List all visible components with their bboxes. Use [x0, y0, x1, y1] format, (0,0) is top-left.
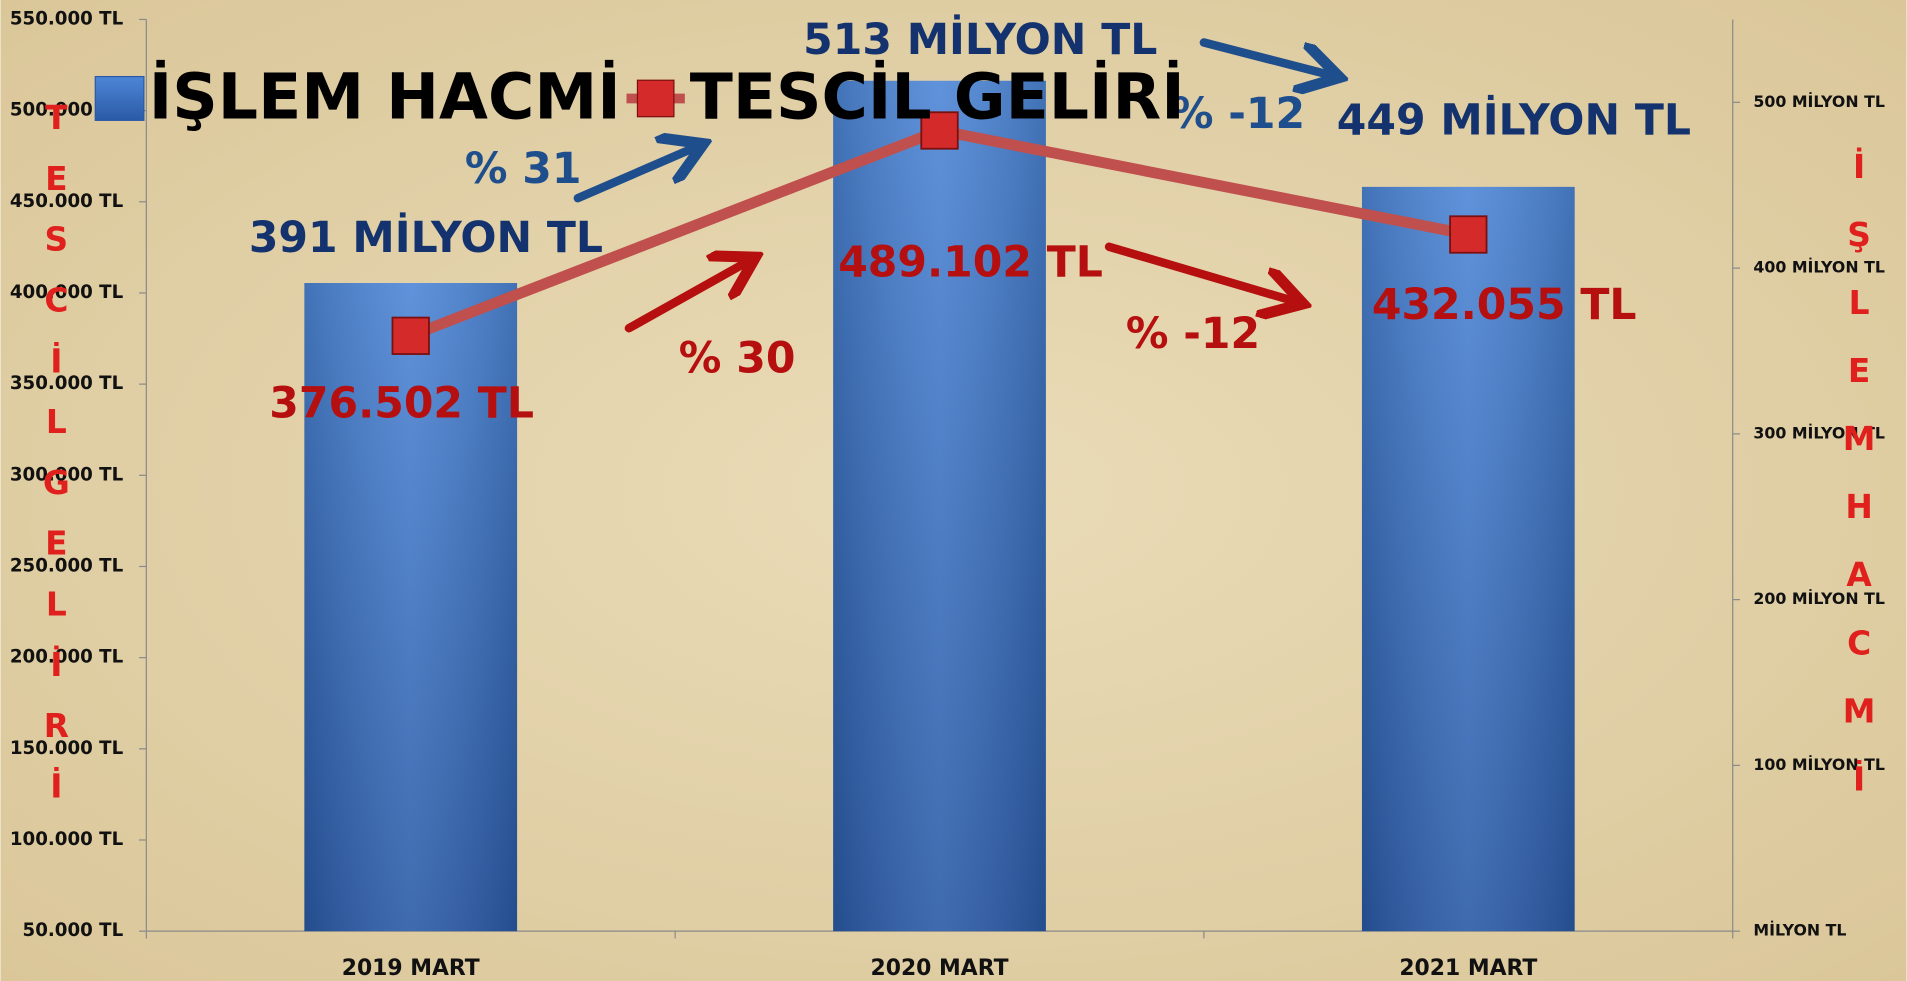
- y-tick-label: 350.000 TL: [10, 373, 124, 394]
- y-tick-label: 50.000 TL: [23, 920, 124, 941]
- y-tick-label: 550.000 TL: [10, 8, 124, 29]
- y-tick-label: 450.000 TL: [10, 191, 124, 212]
- y-tick-label: 400.000 TL: [10, 282, 124, 303]
- legend-swatch: [636, 79, 675, 118]
- data-label: 432.055 TL: [1372, 281, 1637, 330]
- x-tick-label: 2021 MART: [1399, 956, 1537, 981]
- y2-tick-label: 200 MİLYON TL: [1753, 589, 1885, 608]
- data-label: 513 MİLYON TL: [803, 14, 1157, 65]
- annotation: % 30: [679, 335, 796, 384]
- legend-swatch: [94, 75, 145, 121]
- y2-tick-label: 400 MİLYON TL: [1753, 258, 1885, 277]
- legend: İŞLEM HACMİ TESCİL GELİRİ: [94, 58, 1185, 133]
- bar-shade: [304, 283, 518, 932]
- y2-tick-label: MİLYON TL: [1753, 921, 1846, 940]
- y-tick-label: 300.000 TL: [10, 464, 124, 485]
- annotation: % 31: [465, 145, 582, 194]
- line-marker: [1449, 215, 1488, 254]
- y2-tick-label: 300 MİLYON TL: [1753, 423, 1885, 442]
- data-label: 376.502 TL: [269, 380, 534, 429]
- y-tick-label: 100.000 TL: [10, 829, 124, 850]
- bar-shade: [1361, 186, 1575, 932]
- y-tick-label: 150.000 TL: [10, 738, 124, 759]
- arrows: [573, 38, 1332, 333]
- y2-tick-label: 100 MİLYON TL: [1753, 755, 1885, 774]
- y-tick-label: 200.000 TL: [10, 647, 124, 668]
- y2-tick-label: 500 MİLYON TL: [1753, 92, 1885, 111]
- x-tick-label: 2020 MART: [871, 956, 1009, 981]
- line-marker: [391, 316, 430, 355]
- line-marker: [920, 111, 959, 150]
- legend-label: İŞLEM HACMİ: [149, 58, 621, 133]
- y-tick-label: 250.000 TL: [10, 555, 124, 576]
- annotation: % -12: [1126, 310, 1260, 359]
- x-tick-label: 2019 MART: [342, 956, 480, 981]
- data-label: 391 MİLYON TL: [249, 212, 603, 263]
- legend-label: TESCİL GELİRİ: [690, 58, 1185, 133]
- data-label: 449 MİLYON TL: [1337, 94, 1691, 145]
- bar-shade: [833, 80, 1046, 932]
- data-label: 489.102 TL: [838, 239, 1103, 288]
- annotation: % -12: [1171, 90, 1305, 139]
